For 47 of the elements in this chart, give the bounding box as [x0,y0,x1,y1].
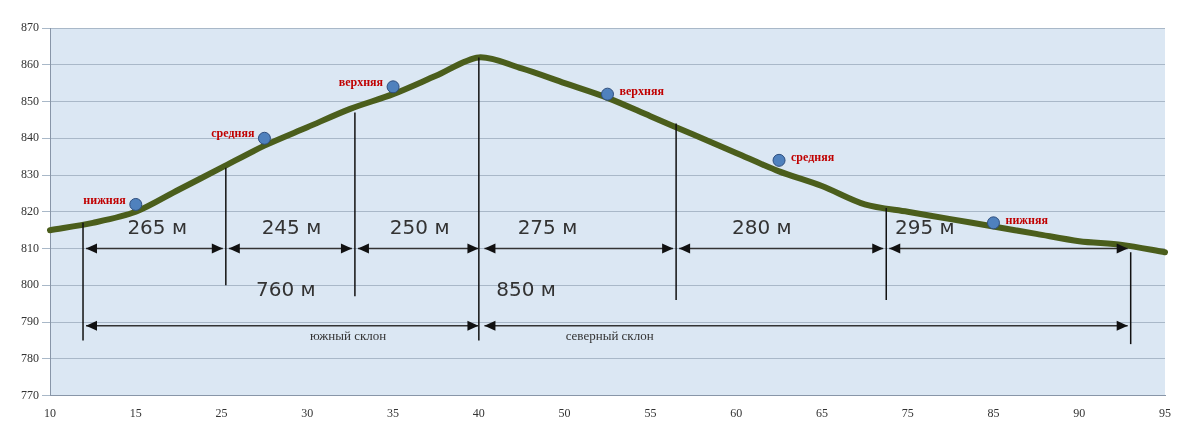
y-tick-label: 800 [21,277,39,292]
x-tick-label: 15 [129,405,142,420]
data-label: верхняя [619,84,665,99]
data-label: нижняя [83,192,127,207]
x-tick-label: 75 [901,405,914,420]
y-tick-label: 850 [21,93,39,108]
x-tick-label: 90 [1073,405,1086,420]
y-tick-label: 790 [21,314,39,329]
x-tick-label: 55 [644,405,657,420]
point [986,216,1000,230]
data-label: средняя [791,150,835,165]
annotation: 280 м [732,214,792,239]
y-tick-label: 810 [21,240,39,255]
y-tick-label: 860 [21,56,39,71]
x-tick-label: 65 [815,405,828,420]
point [386,80,400,94]
point [601,87,614,101]
annotation: южный склон [309,328,387,344]
x-tick-label: 60 [730,405,743,420]
x-tick-label: 95 [1159,405,1171,420]
y-tick-label: 870 [21,20,39,35]
annotation: северный склон [565,328,654,344]
x-tick-label: 10 [44,405,56,420]
point [129,197,143,211]
y-tick-label: 780 [21,351,39,365]
annotation: 245 м [261,214,322,239]
point [772,153,786,167]
annotation: 250 м [389,214,450,239]
point [257,131,271,145]
x-tick-label: 30 [301,405,314,420]
y-tick-label: 820 [21,203,39,218]
y-tick-label: 770 [21,387,39,402]
y-tick-label: 840 [21,130,39,145]
x-tick-label: 25 [215,405,228,420]
annotation: 265 м [127,214,188,239]
x-tick-label: 85 [987,405,1000,420]
annotation: 850 м [496,277,556,302]
y-tick-label: 830 [21,167,39,182]
data-label: нижняя [1005,212,1049,227]
x-tick-label: 35 [387,405,400,420]
annotation: 295 м [895,214,955,239]
x-tick-label: 40 [472,405,485,420]
data-label: верхняя [338,74,384,89]
annotation: 760 м [256,277,316,302]
annotation: 275 м [517,214,578,239]
x-tick-label: 50 [558,405,571,420]
data-label: средняя [211,126,255,141]
